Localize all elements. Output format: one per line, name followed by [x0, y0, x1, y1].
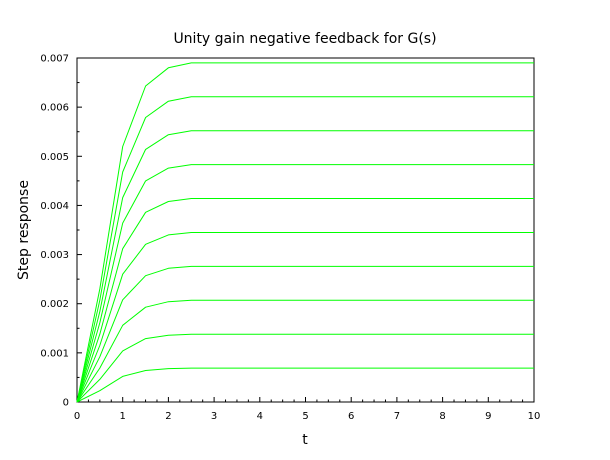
y-axis-title: Step response [16, 180, 32, 280]
x-tick-label: 6 [348, 411, 354, 422]
x-tick-label: 3 [211, 411, 217, 422]
x-tick-label: 9 [485, 411, 491, 422]
chart-title: Unity gain negative feedback for G(s) [173, 31, 436, 47]
y-tick-label: 0.001 [40, 348, 69, 359]
x-tick-label: 5 [302, 411, 308, 422]
y-tick-label: 0.004 [40, 201, 69, 212]
y-tick-label: 0.005 [40, 152, 69, 163]
series-line-4 [76, 265, 534, 403]
y-tick-label: 0.003 [40, 250, 69, 261]
series-line-9 [76, 96, 534, 403]
x-axis-title: t [302, 432, 308, 448]
series-lines [76, 62, 534, 403]
x-tick-label: 4 [257, 411, 263, 422]
x-axis: 0 1 2 3 4 5 6 7 8 9 10 [74, 397, 541, 422]
x-tick-label: 0 [74, 411, 80, 422]
x-tick-label: 2 [165, 411, 171, 422]
x-tick-label: 1 [120, 411, 126, 422]
y-tick-label: 0.002 [40, 299, 69, 310]
y-axis: 0 0.001 0.002 0.003 0.004 0.005 0.006 0.007 [40, 54, 82, 409]
y-tick-label: 0 [63, 398, 69, 409]
y-tick-label: 0.007 [40, 54, 69, 65]
series-line-6 [76, 198, 534, 403]
series-line-3 [76, 299, 534, 403]
x-tick-label: 7 [394, 411, 400, 422]
series-line-1 [76, 367, 534, 403]
y-tick-label: 0.006 [40, 103, 69, 114]
series-line-2 [76, 333, 534, 403]
series-line-8 [76, 130, 534, 403]
plot-area [76, 57, 535, 403]
series-line-7 [76, 164, 534, 403]
series-line-10 [76, 62, 534, 403]
plot-border [76, 57, 535, 403]
series-line-5 [76, 232, 534, 403]
x-tick-label: 10 [528, 411, 541, 422]
x-tick-label: 8 [439, 411, 445, 422]
